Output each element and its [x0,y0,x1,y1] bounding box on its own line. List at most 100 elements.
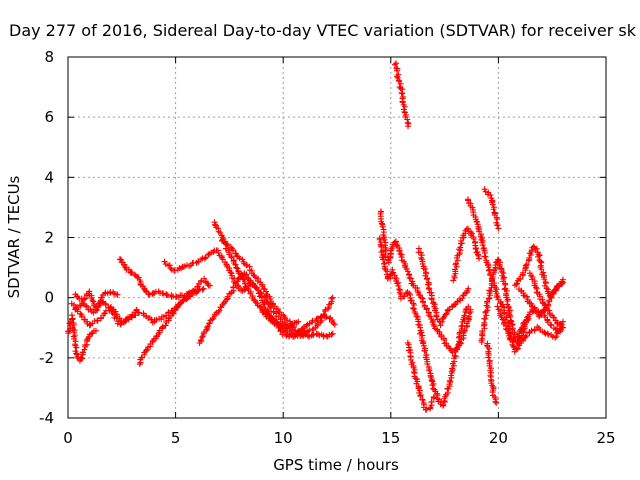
data-point [304,328,311,335]
data-point [461,312,468,319]
data-point [113,315,120,322]
data-point [263,291,270,298]
grid [68,57,606,418]
data-point [199,286,206,293]
data-point [205,323,212,330]
data-point [227,269,234,276]
data-point [323,332,330,339]
data-point [204,324,211,331]
data-point [177,300,184,307]
data-point [430,393,437,400]
data-point [499,316,506,323]
data-point [465,285,472,292]
data-point [489,201,496,208]
data-point [223,296,230,303]
data-point [535,253,542,260]
data-point [323,313,330,320]
data-point [412,375,419,382]
data-point [476,255,483,262]
data-point [526,270,533,277]
data-point [513,280,520,287]
y-tick-label: -2 [39,349,54,367]
data-point [94,306,101,313]
data-point [522,262,529,269]
data-point [424,281,431,288]
data-point [206,320,213,327]
data-point [80,296,87,303]
data-point [457,244,464,251]
data-point [485,354,492,361]
data-point [209,316,216,323]
data-point [493,399,500,406]
data-point [83,302,90,309]
y-tick-label: 6 [44,108,54,126]
data-point [517,276,524,283]
data-point [94,317,101,324]
data-point [505,310,512,317]
data-point [523,261,530,268]
data-point [288,329,295,336]
data-point [267,295,274,302]
data-point [520,320,527,327]
data-point [522,333,529,340]
data-point [275,308,282,315]
data-point [331,321,338,328]
data-point [252,298,259,305]
data-point [550,290,557,297]
data-point [559,318,566,325]
data-point [417,393,424,400]
data-point [428,289,435,296]
data-point [451,352,458,359]
data-point [456,295,463,302]
data-point [82,295,89,302]
data-point [159,323,166,330]
data-point [166,262,173,269]
data-point [90,298,97,305]
data-point [502,325,509,332]
data-point [230,247,237,254]
data-point [478,236,485,243]
data-point [552,334,559,341]
data-point [274,319,281,326]
data-point [310,331,317,338]
data-point [133,307,140,314]
data-point [553,333,560,340]
data-point [378,249,385,256]
x-tick-label: 20 [489,429,508,447]
data-point [421,347,428,354]
data-point [74,353,81,360]
data-point [391,61,398,68]
data-point [484,307,491,314]
data-point [379,256,386,263]
data-point [320,311,327,318]
data-point [446,377,453,384]
data-point [538,259,545,266]
data-point [389,266,396,273]
data-point [456,249,463,256]
data-point [227,290,234,297]
data-point [396,286,403,293]
data-point [142,288,149,295]
data-point [135,274,142,281]
data-point [229,245,236,252]
data-point [198,334,205,341]
data-point [241,280,248,287]
data-point [326,315,333,322]
data-point [494,216,501,223]
data-point [410,369,417,376]
data-point [160,290,167,297]
data-point [498,265,505,272]
data-point [419,397,426,404]
x-axis-label: GPS time / hours [273,456,399,474]
x-tick-label: 25 [596,429,615,447]
data-point [291,323,298,330]
data-point [416,292,423,299]
data-point [418,254,425,261]
data-point [503,287,510,294]
data-point [322,306,329,313]
data-point [236,255,243,262]
data-point [399,99,406,106]
data-point [523,293,530,300]
data-markers [65,60,566,413]
data-point [465,303,472,310]
